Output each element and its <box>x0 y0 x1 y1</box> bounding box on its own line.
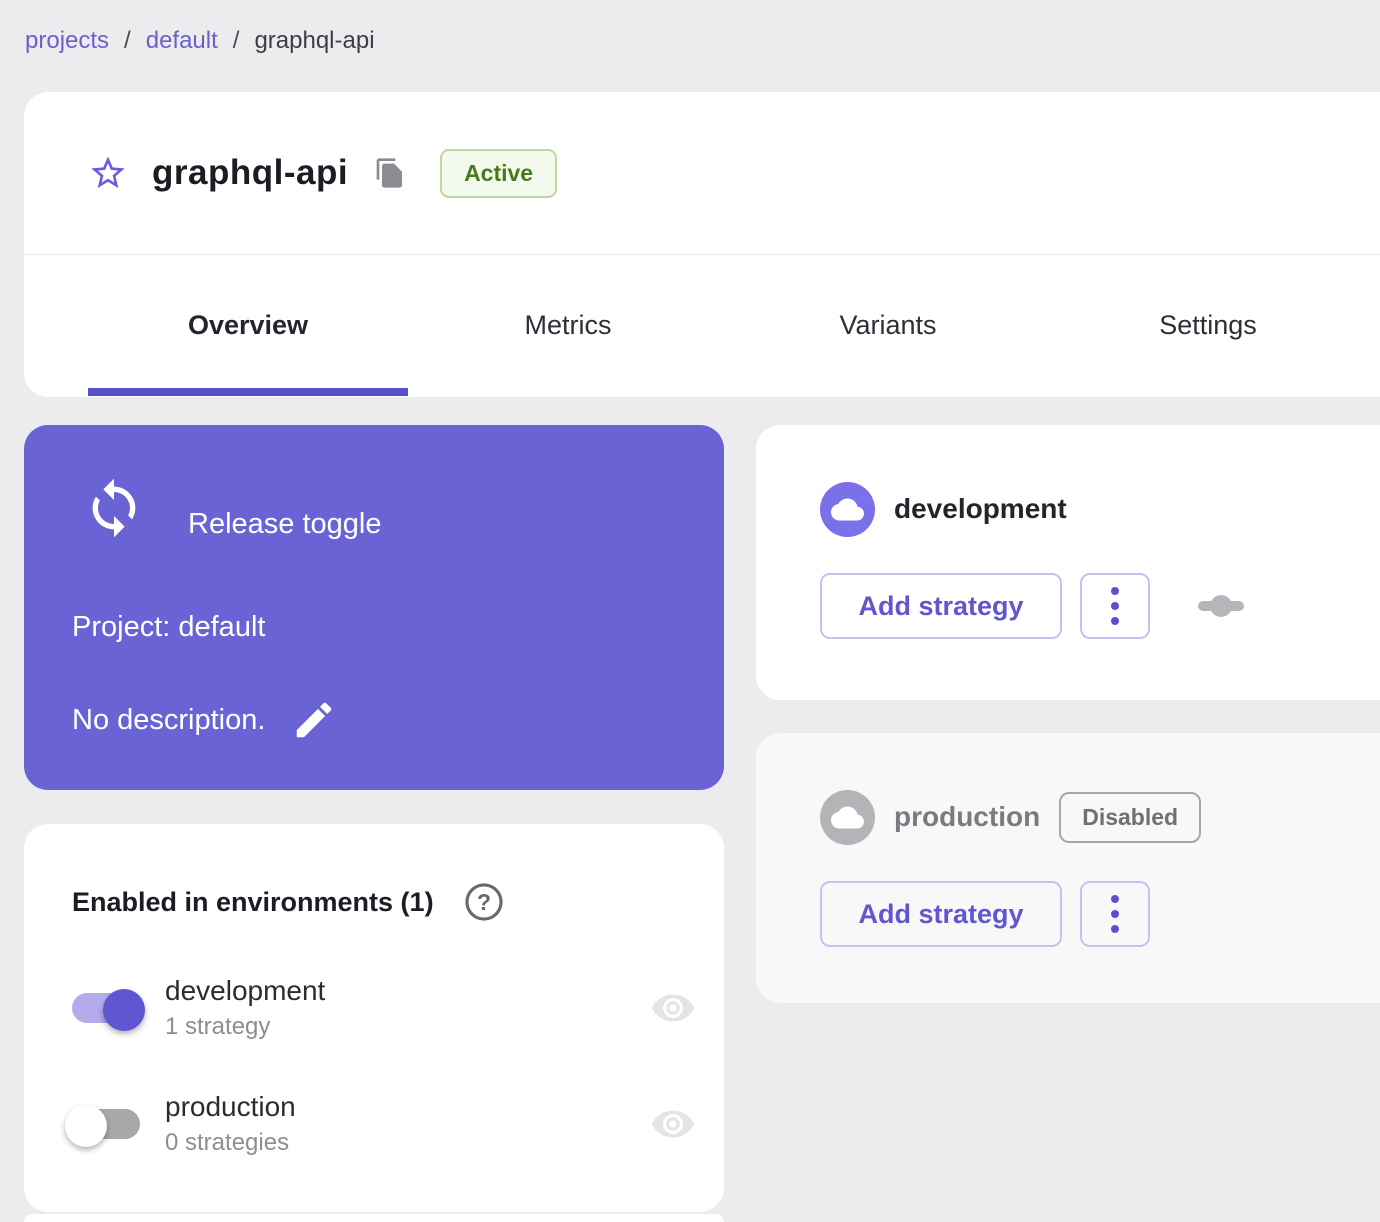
environment-card-development: development Add strategy <box>756 425 1380 700</box>
breadcrumb-link-default[interactable]: default <box>145 27 218 54</box>
help-question-icon[interactable]: ? <box>462 880 506 924</box>
release-toggle-type-icon <box>82 475 146 541</box>
more-actions-kebab-icon[interactable] <box>1080 881 1150 947</box>
environment-toggle-development[interactable] <box>72 989 145 1031</box>
feature-title-row: graphql-api Active <box>24 92 1380 255</box>
enabled-environments-header: Enabled in environments (1) ? <box>72 880 506 924</box>
svg-text:?: ? <box>477 889 491 915</box>
environment-name: development <box>894 493 1067 524</box>
next-section-card-edge <box>24 1214 724 1222</box>
edit-description-pencil-icon[interactable] <box>291 697 337 743</box>
tab-overview[interactable]: Overview <box>88 255 408 396</box>
breadcrumb-link-projects[interactable]: projects <box>25 27 110 54</box>
environment-card-actions: Add strategy <box>820 573 1244 639</box>
environment-row-strategies: 1 strategy <box>165 1013 271 1040</box>
environment-toggle-production[interactable] <box>65 1105 140 1147</box>
add-strategy-button[interactable]: Add strategy <box>820 881 1062 947</box>
breadcrumb: projects / default / graphql-api <box>25 27 375 55</box>
feature-header-card: graphql-api Active Overview Metrics Vari… <box>24 92 1380 397</box>
feature-title: graphql-api <box>152 153 349 192</box>
feature-type-label: Release toggle <box>188 508 382 540</box>
status-badge: Active <box>440 148 558 198</box>
environment-row-name: development <box>165 975 326 1006</box>
environment-card-header: production Disabled <box>820 789 1202 845</box>
breadcrumb-separator: / <box>232 27 240 54</box>
tab-metrics[interactable]: Metrics <box>524 310 612 340</box>
cloud-icon <box>820 481 875 537</box>
enabled-environments-title: Enabled in environments (1) <box>72 886 434 917</box>
tab-bar: Overview Metrics Variants Settings <box>24 255 1380 396</box>
environment-card-header: development <box>820 481 1067 537</box>
cloud-icon <box>820 789 875 845</box>
favorite-star-icon[interactable] <box>88 153 128 193</box>
environment-row-development: development 1 strategy <box>72 970 696 1046</box>
environment-row-name: production <box>165 1091 296 1122</box>
enabled-environments-card: Enabled in environments (1) ? developmen… <box>24 824 724 1212</box>
eye-icon[interactable] <box>650 985 696 1031</box>
copy-icon[interactable] <box>374 156 406 190</box>
tab-variants[interactable]: Variants <box>839 310 937 340</box>
disabled-badge: Disabled <box>1059 791 1202 843</box>
environment-row-production: production 0 strategies <box>65 1086 696 1162</box>
feature-description: No description. <box>72 703 266 736</box>
environment-card-actions: Add strategy <box>820 881 1150 947</box>
feature-project-label: Project: default <box>72 611 266 643</box>
environment-card-production: production Disabled Add strategy <box>756 733 1380 1003</box>
environment-row-strategies: 0 strategies <box>165 1129 290 1156</box>
eye-icon[interactable] <box>650 1101 696 1147</box>
add-strategy-button[interactable]: Add strategy <box>820 573 1062 639</box>
feature-overview-card: Release toggle Project: default No descr… <box>24 425 724 790</box>
tab-settings[interactable]: Settings <box>1159 310 1257 340</box>
environment-name: production <box>894 801 1041 832</box>
breadcrumb-current-feature: graphql-api <box>254 27 375 54</box>
feature-description-row: No description. <box>72 697 337 743</box>
environment-toggle-icon[interactable] <box>1198 595 1244 617</box>
breadcrumb-separator: / <box>124 27 131 54</box>
more-actions-kebab-icon[interactable] <box>1080 573 1150 639</box>
